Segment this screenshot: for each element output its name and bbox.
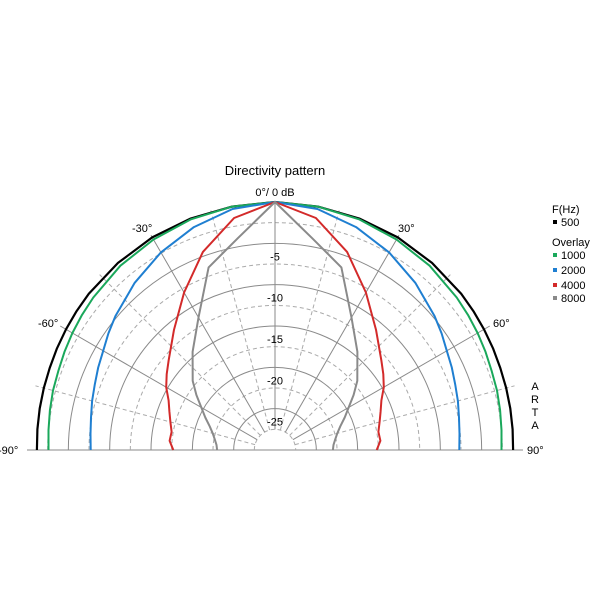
- radial-tick-label: -20: [267, 375, 283, 387]
- grid-spoke: [292, 325, 491, 441]
- angle-label: -60°: [38, 318, 58, 330]
- grid-spoke: [35, 385, 256, 446]
- series-layer: [35, 200, 515, 451]
- legend-label-500: 500: [561, 217, 579, 229]
- legend-label-2000: 2000: [561, 265, 585, 277]
- radial-tick-label: -5: [270, 251, 280, 263]
- angle-label: 60°: [493, 318, 510, 330]
- legend-label-8000: 8000: [561, 293, 585, 305]
- watermark-letter: R: [531, 394, 539, 406]
- legend-swatch-2000: [553, 268, 557, 272]
- polar-grid: [27, 202, 523, 451]
- grid-spoke: [99, 274, 261, 436]
- radial-tick-label: -15: [267, 334, 283, 346]
- chart-title: Directivity pattern: [225, 163, 325, 178]
- legend-overlay-header: Overlay: [552, 237, 590, 249]
- grid-spoke: [150, 234, 266, 433]
- radial-tick-label: -25: [267, 417, 283, 429]
- radial-tick-label: -10: [267, 293, 283, 305]
- grid-ring: [253, 428, 297, 451]
- grid-spoke: [289, 274, 451, 436]
- legend-swatch-1000: [553, 253, 557, 257]
- top-reference-label: 0°/ 0 dB: [255, 187, 294, 199]
- series-8000-curve: [191, 201, 359, 451]
- legend-swatch-500: [553, 220, 557, 224]
- legend-header: F(Hz): [552, 204, 580, 216]
- radial-tick-labels: -5 -10 -15 -20 -25: [267, 251, 283, 428]
- grid-spoke: [59, 325, 258, 441]
- grid-spoke: [294, 385, 515, 446]
- watermark-letter: T: [532, 407, 539, 419]
- grid-spoke: [210, 210, 271, 431]
- legend-label-1000: 1000: [561, 250, 585, 262]
- legend-label-4000: 4000: [561, 280, 585, 292]
- watermark-letter: A: [531, 420, 539, 432]
- grid-ring: [212, 387, 338, 451]
- angle-label: -30°: [132, 223, 152, 235]
- angle-labels: -90° -60° -30° 30° 60° 90°: [0, 223, 544, 457]
- grid-spoke: [284, 234, 400, 433]
- grid-spoke: [279, 210, 340, 431]
- angle-label: 30°: [398, 223, 415, 235]
- legend-swatch-8000: [553, 296, 557, 300]
- grid-ring: [47, 222, 503, 451]
- angle-label: -90°: [0, 445, 18, 457]
- angle-label: 90°: [527, 445, 544, 457]
- watermark-letter: A: [531, 381, 539, 393]
- legend-swatch-4000: [553, 283, 557, 287]
